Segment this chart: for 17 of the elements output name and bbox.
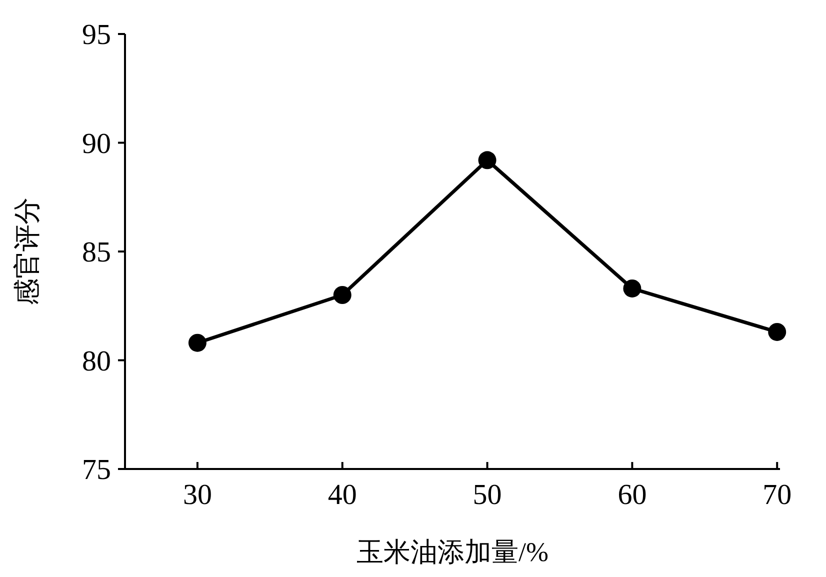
y-tick-label: 80 <box>82 345 111 378</box>
point <box>478 151 496 170</box>
point <box>188 334 206 352</box>
y-tick-label: 75 <box>82 454 111 486</box>
y-axis-title: 感官评分 <box>12 198 42 306</box>
point <box>623 279 642 298</box>
y-tick-label: 90 <box>82 128 111 160</box>
x-tick-label: 60 <box>618 479 647 511</box>
x-axis-title: 玉米油添加量/% <box>356 537 548 567</box>
x-tick-label: 50 <box>472 479 502 511</box>
y-tick-label: 95 <box>82 19 111 51</box>
x-tick-label: 70 <box>762 479 792 511</box>
point <box>333 286 352 304</box>
y-tick-label: 85 <box>82 236 111 268</box>
x-tick-label: 40 <box>328 479 357 511</box>
x-tick-label: 30 <box>182 479 212 511</box>
point <box>768 322 786 341</box>
